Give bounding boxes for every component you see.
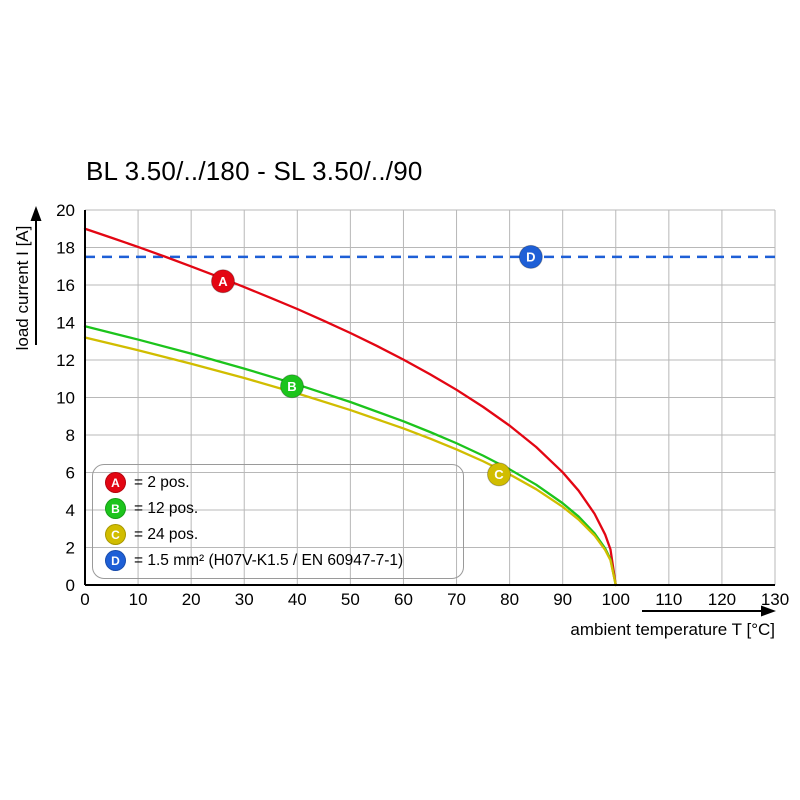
x-tick-label: 70 bbox=[447, 590, 466, 609]
legend-marker-d-icon: D bbox=[105, 550, 126, 571]
y-tick-label: 18 bbox=[56, 239, 75, 258]
legend-label-c: = 24 pos. bbox=[134, 525, 199, 543]
y-tick-label: 6 bbox=[66, 464, 75, 483]
marker-b-icon bbox=[280, 374, 304, 399]
y-tick-label: 14 bbox=[56, 314, 75, 333]
x-tick-label: 60 bbox=[394, 590, 413, 609]
legend-item-d: D = 1.5 mm² (H07V-K1.5 / EN 60947-7-1) bbox=[105, 549, 451, 572]
marker-d-icon bbox=[518, 244, 543, 269]
x-tick-label: 20 bbox=[182, 590, 201, 609]
x-tick-label: 100 bbox=[602, 590, 630, 609]
y-tick-label: 2 bbox=[66, 539, 75, 558]
y-tick-label: 0 bbox=[66, 576, 75, 595]
curve-c bbox=[83, 336, 617, 587]
legend-label-a: = 2 pos. bbox=[134, 473, 190, 491]
marker-a-icon bbox=[211, 269, 235, 294]
legend-marker-c-icon: C bbox=[105, 524, 126, 545]
y-tick-label: 10 bbox=[56, 389, 75, 408]
legend-item-c: C = 24 pos. bbox=[105, 523, 451, 546]
x-tick-label: 40 bbox=[288, 590, 307, 609]
legend-marker-a-icon: A bbox=[105, 472, 126, 493]
x-axis-arrowhead-icon bbox=[761, 605, 776, 617]
legend-item-a: A = 2 pos. bbox=[105, 471, 451, 494]
curve-a bbox=[83, 227, 617, 587]
marker-c-icon bbox=[487, 462, 511, 487]
x-tick-label: 10 bbox=[129, 590, 148, 609]
x-axis-label: ambient temperature T [°C] bbox=[570, 620, 775, 639]
y-axis-arrowhead-icon bbox=[30, 206, 42, 221]
x-tick-label: 90 bbox=[553, 590, 572, 609]
marker-b-label: B bbox=[287, 379, 296, 394]
legend-label-d: = 1.5 mm² (H07V-K1.5 / EN 60947-7-1) bbox=[134, 551, 404, 569]
legend: A = 2 pos. B = 12 pos. C = 24 pos. D = 1… bbox=[92, 464, 464, 579]
legend-item-b: B = 12 pos. bbox=[105, 497, 451, 520]
y-tick-label: 20 bbox=[56, 201, 75, 220]
x-tick-label: 30 bbox=[235, 590, 254, 609]
chart-title: BL 3.50/../180 - SL 3.50/../90 bbox=[86, 156, 423, 186]
marker-c-label: C bbox=[494, 467, 504, 482]
y-tick-label: 16 bbox=[56, 276, 75, 295]
y-tick-label: 4 bbox=[66, 501, 75, 520]
y-tick-label: 8 bbox=[66, 426, 75, 445]
marker-a-label: A bbox=[218, 274, 228, 289]
marker-d-label: D bbox=[526, 249, 535, 264]
x-tick-label: 50 bbox=[341, 590, 360, 609]
x-tick-label: 110 bbox=[655, 590, 682, 609]
x-tick-label: 0 bbox=[80, 590, 89, 609]
curve-b bbox=[83, 325, 617, 587]
y-tick-label: 12 bbox=[56, 351, 75, 370]
y-axis-label: load current I [A] bbox=[13, 225, 32, 351]
x-tick-label: 80 bbox=[500, 590, 519, 609]
legend-marker-b-icon: B bbox=[105, 498, 126, 519]
x-tick-label: 130 bbox=[761, 590, 789, 609]
x-tick-label: 120 bbox=[708, 590, 736, 609]
legend-label-b: = 12 pos. bbox=[134, 499, 199, 517]
